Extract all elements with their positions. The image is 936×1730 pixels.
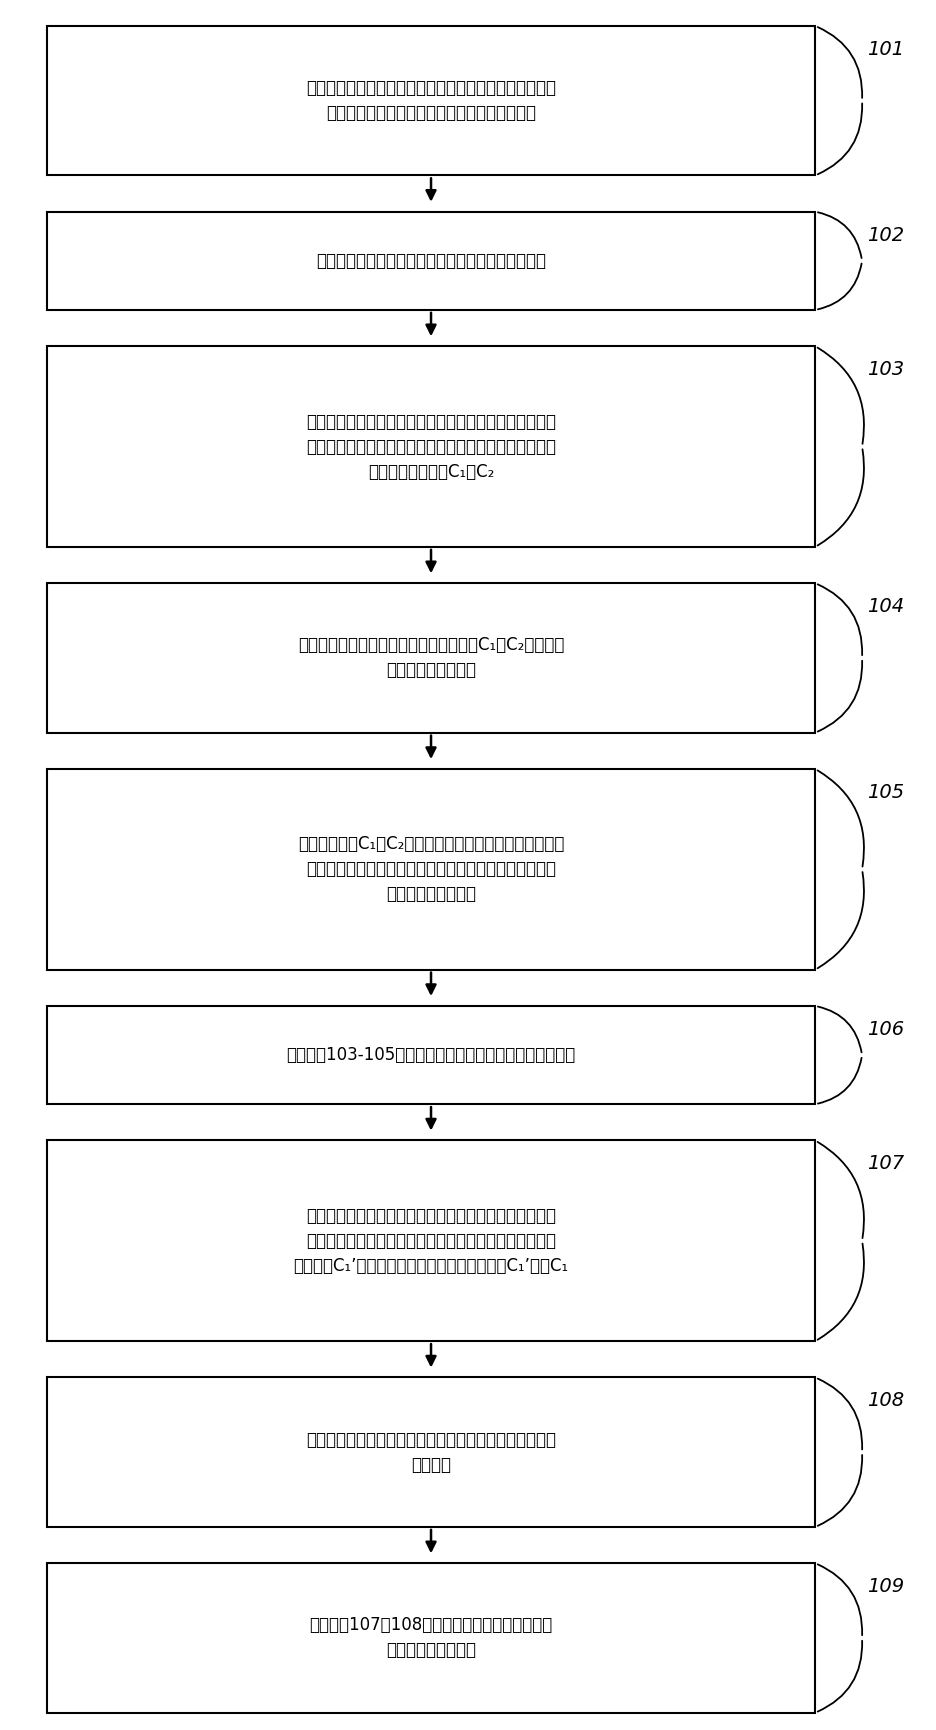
Bar: [47, 1377, 814, 1528]
Text: 107: 107: [866, 1154, 903, 1173]
Bar: [47, 1005, 814, 1104]
Text: 106: 106: [866, 1019, 903, 1038]
Bar: [47, 1564, 814, 1713]
Text: 记录偏离矢量C₁和C₂，在该透镜对应镜框的上表面的边缘
划标记线，对应镜框上的标记线与透镜上的标记线对齐，
做好标记后撤去透镜: 记录偏离矢量C₁和C₂，在该透镜对应镜框的上表面的边缘 划标记线，对应镜框上的标…: [298, 836, 563, 903]
Bar: [47, 26, 814, 175]
Bar: [47, 583, 814, 734]
Text: 将最下方透镜安装在对应镜框安装面上，利用上下光路测
量头分别测量该透镜的上下表面对应的曲率中心相对旋转
参考轴的偏离矢量C₁和C₂: 将最下方透镜安装在对应镜框安装面上，利用上下光路测 量头分别测量该透镜的上下表面…: [306, 412, 555, 481]
Text: 104: 104: [866, 597, 903, 616]
Text: 109: 109: [866, 1578, 903, 1597]
Text: 启动可见光双光路定心仪，通过调节工作台以使得壳体的
机械轴与可见光双光路定心仪的旋转参考轴重合: 启动可见光双光路定心仪，通过调节工作台以使得壳体的 机械轴与可见光双光路定心仪的…: [306, 80, 555, 123]
Text: 重复步骤103-105，依次对红外透镜组中其他透镜进行初调: 重复步骤103-105，依次对红外透镜组中其他透镜进行初调: [286, 1047, 575, 1064]
Text: 108: 108: [866, 1391, 903, 1410]
Text: 101: 101: [866, 40, 903, 59]
Bar: [47, 211, 814, 310]
Text: 将最下方透镜安装在对应镜框安装面上，使该透镜上的标
记线与对应镜框上的标记线对齐，利用上光路测最头测最
偏离矢量C₁’，不断地对该透镜进行微调，直至C₁’等于C: 将最下方透镜安装在对应镜框安装面上，使该透镜上的标 记线与对应镜框上的标记线对齐…: [293, 1208, 568, 1275]
Bar: [47, 1140, 814, 1341]
Text: 利用专用胶填充到该透镜和对应镜框的间隙内，将该透镜
进行固定: 利用专用胶填充到该透镜和对应镜框的间隙内，将该透镜 进行固定: [306, 1431, 555, 1474]
Text: 103: 103: [866, 360, 903, 379]
Text: 不断地对该透镜进行微调，直至偏离矢量C₁和C₂分别满足
对应的预设装调要求: 不断地对该透镜进行微调，直至偏离矢量C₁和C₂分别满足 对应的预设装调要求: [298, 637, 563, 680]
Bar: [47, 768, 814, 971]
Text: 重复步骤107～108，由下至上依次完成其他各透
镜的复位装调及固定: 重复步骤107～108，由下至上依次完成其他各透 镜的复位装调及固定: [309, 1616, 552, 1659]
Text: 105: 105: [866, 782, 903, 801]
Text: 102: 102: [866, 225, 903, 244]
Bar: [47, 346, 814, 547]
Text: 在红外透镜组的每一个透镜的上表面的边缘划标记线: 在红外透镜组的每一个透镜的上表面的边缘划标记线: [315, 253, 546, 270]
